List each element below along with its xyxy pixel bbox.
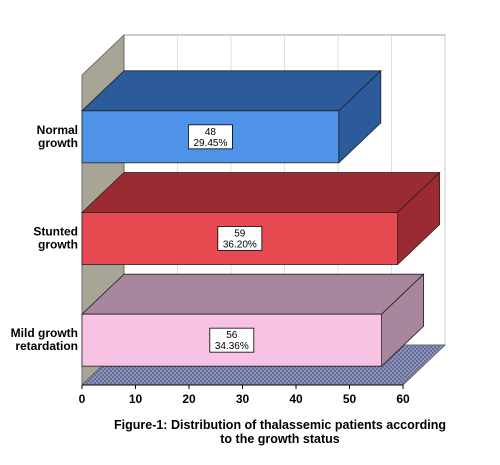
x-tick-label: 0 <box>79 392 86 406</box>
x-tick-label: 10 <box>129 392 143 406</box>
x-tick-label: 60 <box>396 392 410 406</box>
category-label: growth <box>38 136 78 150</box>
data-label-count: 56 <box>226 330 238 341</box>
category-label: Normal <box>37 123 78 137</box>
x-tick-label: 40 <box>289 392 303 406</box>
figure-caption: Figure-1: Distribution of thalassemic pa… <box>60 418 500 446</box>
x-tick-label: 30 <box>236 392 250 406</box>
data-label-box <box>217 226 263 251</box>
category-label: Mild growth <box>11 326 78 340</box>
category-label: retardation <box>15 339 78 353</box>
data-label-percent: 29.45% <box>193 138 227 149</box>
data-label-count: 48 <box>205 127 217 138</box>
x-tick-label: 20 <box>182 392 196 406</box>
data-label-box <box>209 327 255 353</box>
category-label: growth <box>38 238 78 252</box>
x-tick-label: 50 <box>343 392 357 406</box>
bar-top-face <box>81 172 441 213</box>
data-label-box <box>187 124 233 150</box>
data-label-count: 59 <box>234 229 246 240</box>
bar-top-face <box>81 70 382 112</box>
caption-line-1: Figure-1: Distribution of thalassemic pa… <box>114 418 446 432</box>
caption-line-2: to the growth status <box>220 432 340 446</box>
data-label-percent: 34.36% <box>215 341 249 352</box>
category-label: Stunted <box>33 225 78 239</box>
data-label-percent: 36.20% <box>223 240 257 251</box>
bar-top-face <box>81 273 425 315</box>
